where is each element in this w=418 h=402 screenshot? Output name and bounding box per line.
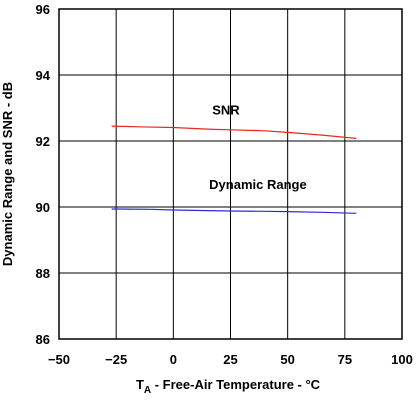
y-tick-label: 90 <box>36 200 50 215</box>
plot-frame <box>58 8 403 340</box>
dynamic-range-label: Dynamic Range <box>209 177 307 192</box>
x-tick-label: 100 <box>391 352 413 367</box>
snr-label: SNR <box>212 103 240 118</box>
series-group <box>111 125 357 214</box>
x-tick-label: −25 <box>105 352 127 367</box>
series-line-snr <box>111 125 357 139</box>
x-tick-labels: −50 −25 0 25 50 75 100 <box>48 352 413 367</box>
y-axis-title: Dynamic Range and SNR - dB <box>0 82 15 266</box>
y-tick-label: 94 <box>36 68 51 83</box>
y-tick-label: 92 <box>36 134 50 149</box>
x-tick-label: 50 <box>280 352 294 367</box>
x-tick-label: −50 <box>48 352 70 367</box>
annotations: SNR Dynamic Range <box>209 103 307 192</box>
x-tick-label: 75 <box>338 352 352 367</box>
x-tick-label: 0 <box>170 352 177 367</box>
grid-lines <box>58 8 403 340</box>
x-axis-title: TA - Free-Air Temperature - °C <box>136 377 321 396</box>
x-tick-label: 25 <box>223 352 237 367</box>
y-tick-labels: 86 88 90 92 94 96 <box>36 2 51 347</box>
y-tick-label: 88 <box>36 266 50 281</box>
y-tick-label: 86 <box>36 332 50 347</box>
series-line-dynamic-range <box>111 208 357 214</box>
y-tick-label: 96 <box>36 2 50 17</box>
